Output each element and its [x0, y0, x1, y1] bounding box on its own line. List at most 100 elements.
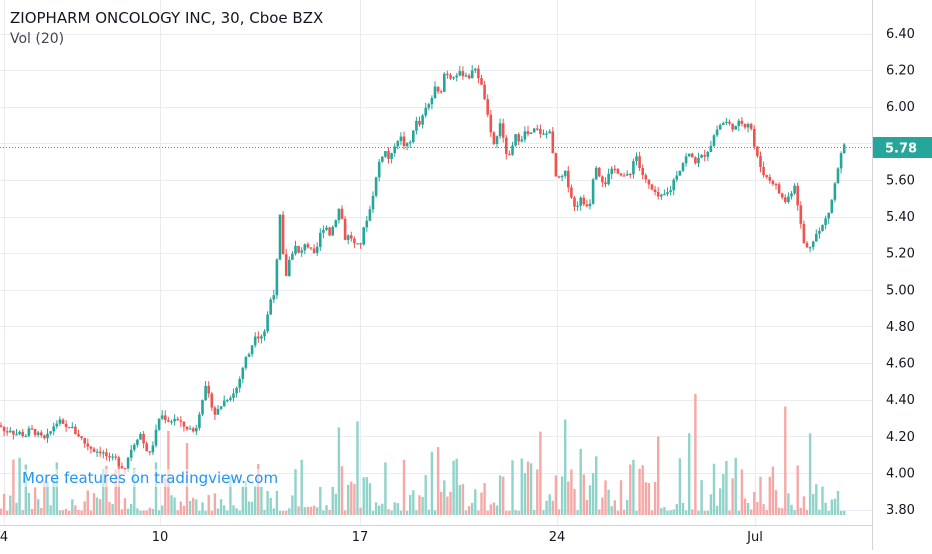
volume-bar: [418, 495, 421, 515]
candle-body: [263, 331, 266, 337]
volume-bar: [688, 433, 691, 515]
candle-body: [328, 227, 331, 236]
volume-bar: [359, 507, 362, 515]
volume-bar: [691, 509, 694, 515]
candle-body: [61, 419, 65, 424]
candle-body: [77, 434, 80, 437]
volume-bar: [207, 495, 210, 515]
candle-body: [644, 175, 648, 180]
volume-bar: [99, 499, 102, 515]
volume-bar: [728, 510, 731, 515]
volume-bar: [815, 484, 818, 515]
volume-bar: [309, 506, 313, 515]
candle-body: [433, 86, 437, 98]
chart-title: ZIOPHARM ONCOLOGY INC, 30, Cboe BZX: [10, 9, 324, 27]
volume-bar: [365, 477, 368, 515]
candle-body: [322, 229, 325, 233]
volume-bar: [312, 505, 316, 515]
volume-bar: [399, 510, 403, 515]
volume-bar: [796, 465, 799, 515]
volume-bar: [136, 508, 139, 515]
candle-body: [374, 177, 378, 196]
volume-bar: [529, 463, 533, 515]
volume-bar: [188, 500, 192, 515]
volume-bar: [753, 491, 756, 515]
candle-body: [334, 220, 338, 228]
time-tick-label: 24: [549, 530, 566, 545]
volume-bar: [192, 497, 195, 515]
candle-body: [21, 431, 24, 437]
candle-body: [706, 151, 710, 157]
candle-body: [687, 153, 691, 157]
candle-body: [241, 367, 245, 379]
volume-bar: [452, 460, 455, 515]
candle-body: [260, 336, 263, 339]
price-tick-label: 6.20: [886, 64, 915, 79]
volume-bar: [706, 510, 709, 515]
volume-bar: [548, 494, 551, 515]
volume-bar: [148, 507, 151, 515]
candle-body: [154, 429, 158, 446]
volume-bar: [130, 503, 133, 515]
candle-body: [306, 244, 310, 248]
candle-body: [759, 156, 762, 167]
candle-body: [95, 451, 99, 453]
volume-bar: [433, 510, 437, 515]
candle-body: [114, 456, 117, 458]
candle-body: [0, 425, 3, 427]
promo-link[interactable]: More features on tradingview.com: [22, 469, 279, 487]
last-price-badge: [873, 137, 932, 158]
price-tick-label: 5.00: [886, 283, 915, 298]
candle-body: [52, 426, 55, 432]
volume-bar: [663, 507, 666, 515]
volume-bar: [588, 485, 592, 515]
candle-body: [594, 167, 598, 180]
volume-bar: [471, 502, 474, 515]
volume-bar: [384, 462, 387, 515]
candle-body: [120, 466, 124, 469]
volume-bar: [808, 433, 812, 515]
candle-body: [359, 243, 362, 245]
volume-bar: [223, 505, 226, 515]
candle-body: [111, 456, 114, 458]
candle-body: [129, 449, 133, 458]
candle-body: [498, 123, 502, 137]
candle-body: [728, 121, 731, 124]
volume-bar: [30, 508, 34, 515]
volume-bar: [241, 486, 244, 515]
volume-bar: [371, 510, 375, 515]
candle-body: [396, 141, 400, 147]
volume-bar: [306, 506, 310, 515]
volume-bar: [536, 469, 539, 515]
candle-body: [842, 144, 846, 154]
candle-body: [247, 354, 251, 357]
volume-bar: [743, 498, 747, 515]
volume-bar: [9, 495, 12, 515]
volume-bar: [111, 504, 114, 515]
volume-bar: [495, 505, 499, 515]
candle-body: [27, 428, 31, 436]
candle-body: [343, 218, 347, 240]
candle-body: [635, 156, 638, 162]
volume-indicator-label[interactable]: Vol (20): [10, 31, 65, 47]
price-tick-label: 4.80: [886, 320, 915, 335]
candle-body: [136, 439, 139, 445]
candle-body: [108, 456, 111, 458]
candle-body: [294, 245, 297, 254]
volume-bar: [95, 497, 99, 515]
volume-bar: [774, 490, 778, 515]
candle-body: [449, 75, 452, 79]
candle-body: [815, 233, 818, 242]
candle-body: [452, 77, 455, 79]
volume-bar: [300, 459, 303, 515]
candle-body: [610, 168, 613, 174]
candle-body: [291, 253, 294, 260]
volume-bar: [483, 482, 486, 515]
volume-bar: [787, 493, 790, 515]
candle-body: [275, 259, 279, 296]
price-tick-label: 4.00: [886, 466, 915, 481]
volume-bar: [595, 456, 598, 515]
candle-body: [92, 448, 96, 452]
